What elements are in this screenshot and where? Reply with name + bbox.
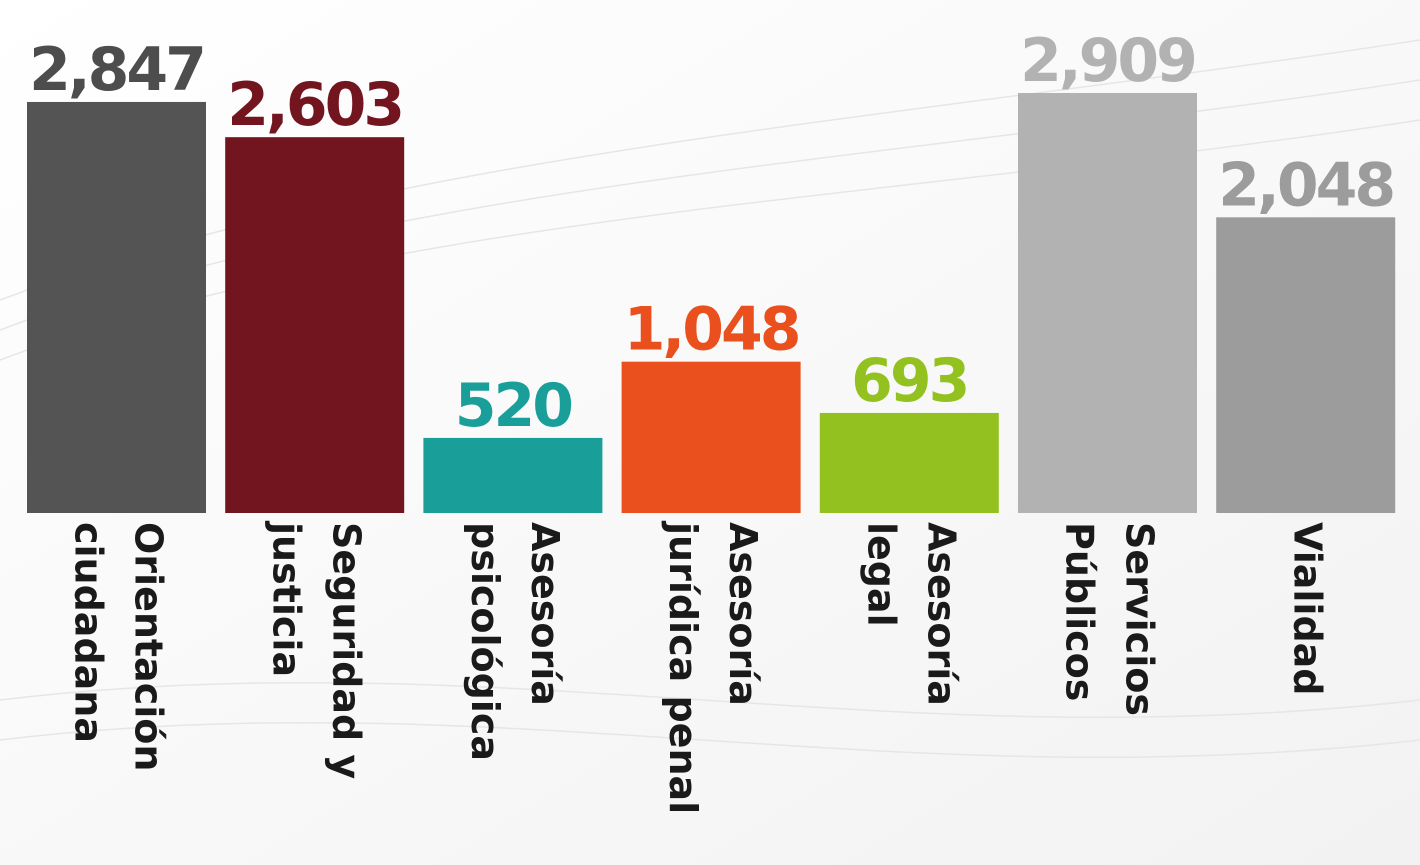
category-line: Asesoría: [722, 522, 766, 706]
category-label: Orientación ciudadana: [67, 522, 171, 771]
category-label: Asesoría psicológica: [463, 522, 567, 761]
bar: [1216, 217, 1396, 513]
category-line: Orientación: [127, 522, 171, 771]
category-line: Vialidad: [1286, 522, 1330, 696]
category-line: Servicios: [1118, 522, 1162, 716]
value-label: 2,048: [1218, 150, 1393, 220]
category-line: justicia: [265, 520, 309, 677]
value-label: 2,909: [1020, 26, 1195, 96]
bar: [1018, 93, 1197, 513]
bar: [27, 101, 206, 513]
category-label: Vialidad: [1286, 522, 1330, 696]
bar: [225, 137, 405, 514]
category-line: Públicos: [1058, 522, 1102, 701]
category-line: legal: [860, 522, 904, 627]
category-line: Asesoría: [920, 522, 964, 706]
category-label: Asesoría jurídica penal: [662, 520, 766, 814]
category-line: jurídica penal: [662, 520, 706, 814]
category-line: Seguridad y: [325, 522, 369, 779]
category-label: Asesoría legal: [860, 522, 964, 706]
category-line: psicológica: [463, 522, 507, 761]
bar: [819, 412, 999, 513]
value-label: 2,603: [227, 70, 402, 140]
category-line: Asesoría: [523, 522, 567, 706]
value-label: 693: [851, 346, 967, 416]
category-line: ciudadana: [67, 522, 111, 743]
value-label: 520: [455, 371, 571, 441]
category-label: Servicios Públicos: [1058, 522, 1162, 716]
bar: [621, 361, 801, 513]
category-label: Seguridad y justicia: [265, 520, 369, 779]
value-label: 2,847: [29, 35, 204, 105]
value-label: 1,048: [624, 295, 799, 365]
bar: [423, 437, 603, 513]
